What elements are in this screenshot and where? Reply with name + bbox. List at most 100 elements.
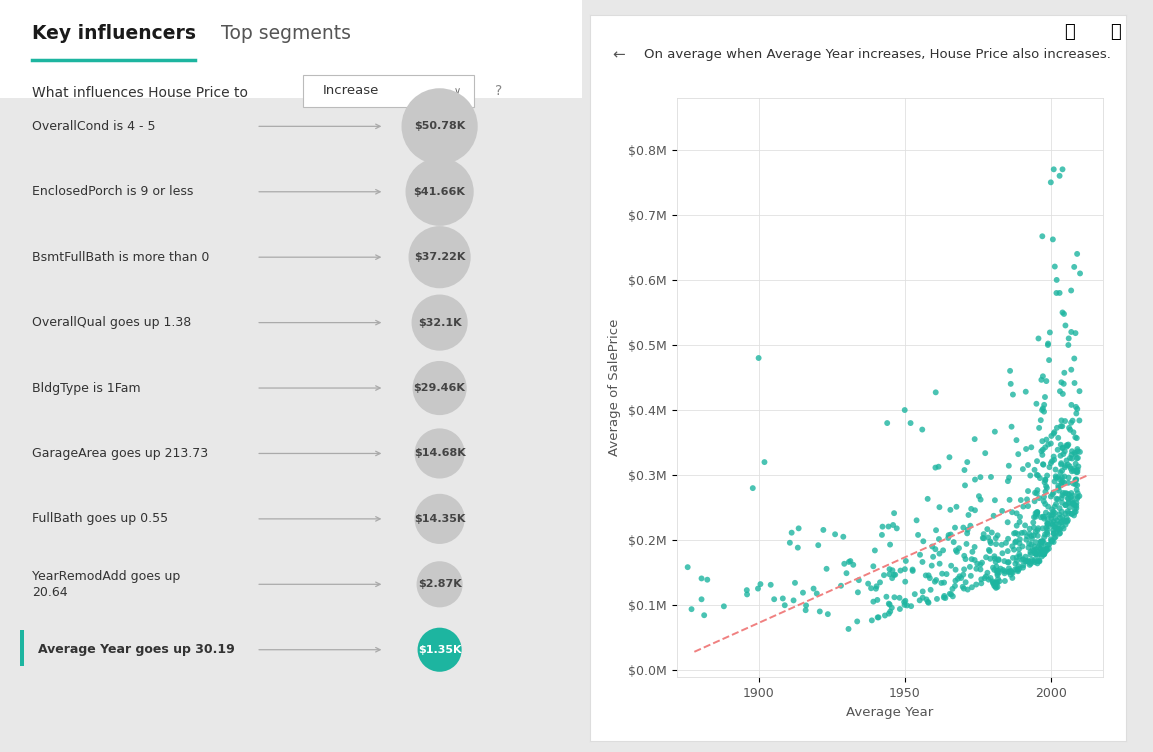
Point [692,572,710,584]
Point [965,433,984,445]
Point [1039,539,1057,551]
Point [896,563,914,575]
Point [1049,432,1068,444]
Point [1052,466,1070,478]
Point [888,523,906,535]
Point [978,567,996,579]
Point [1019,500,1038,512]
Point [1028,469,1047,481]
Point [1057,441,1076,453]
Point [831,580,850,592]
Point [1042,513,1061,525]
Point [1035,548,1054,560]
Point [1032,535,1050,547]
Point [1011,533,1030,545]
Point [1010,550,1028,562]
Point [859,578,877,590]
Point [1050,473,1069,485]
Point [1034,537,1053,549]
Point [1047,493,1065,505]
Point [963,581,981,593]
Point [1060,477,1078,489]
Point [1033,550,1052,562]
Point [926,576,944,588]
Point [914,535,933,547]
Point [986,581,1004,593]
Point [1056,516,1075,528]
Point [1033,547,1052,559]
Point [896,575,914,587]
Point [1061,460,1079,472]
Point [998,545,1017,557]
Point [877,591,896,603]
Point [1034,459,1053,471]
Point [1012,554,1031,566]
Point [1027,398,1046,410]
Text: Increase: Increase [323,84,379,98]
Point [971,493,989,505]
Point [940,451,958,463]
Point [965,541,984,553]
Point [952,572,971,584]
Point [913,423,932,435]
Point [956,553,974,566]
Point [897,555,915,567]
Point [1062,364,1080,376]
Point [1065,447,1084,459]
Point [1016,520,1034,532]
Point [807,587,826,599]
Point [1047,526,1065,538]
Point [1064,426,1083,438]
Point [988,577,1007,589]
Point [1027,544,1046,556]
Point [1068,432,1086,444]
Point [869,611,888,623]
Point [1035,513,1054,525]
Point [1024,517,1042,529]
Point [1046,532,1064,544]
Point [781,537,799,549]
Point [797,604,815,616]
Point [861,582,880,594]
Point [926,543,944,555]
Point [943,583,962,595]
Point [881,605,899,617]
Point [1040,509,1058,521]
Point [1032,540,1050,552]
Point [1068,497,1086,509]
Point [1060,489,1078,501]
Point [849,587,867,599]
Point [1004,389,1023,401]
Point [1025,511,1043,523]
Point [987,576,1005,588]
Point [695,609,714,621]
Point [1052,438,1070,450]
Point [1038,526,1056,538]
Ellipse shape [413,361,467,415]
Point [1045,487,1063,499]
Point [875,569,894,581]
Point [1042,535,1061,547]
Point [955,550,973,562]
Point [995,555,1013,567]
Text: 👎: 👎 [1110,23,1121,41]
Point [1007,535,1025,547]
Point [1010,543,1028,555]
Point [987,560,1005,572]
Point [1053,475,1071,487]
Point [1004,544,1023,556]
Point [847,615,866,627]
Point [1022,557,1040,569]
Point [911,594,929,606]
Point [1056,462,1075,474]
Point [1050,523,1069,535]
Point [1065,261,1084,273]
Point [958,527,977,539]
Point [954,522,972,534]
Point [996,575,1015,587]
Point [919,569,937,581]
Text: $14.35K: $14.35K [414,514,466,524]
Point [932,577,950,589]
Point [1041,438,1060,450]
Point [814,524,832,536]
